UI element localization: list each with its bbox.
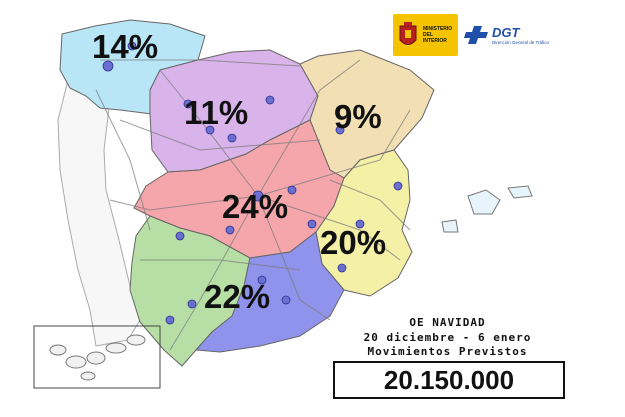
dgt-name: DGT bbox=[492, 25, 520, 40]
dgt-subtitle: Dirección General de Tráfico bbox=[492, 40, 550, 45]
percent-north-center: 11% bbox=[184, 94, 248, 131]
caption-movements-label: Movimientos Previstos bbox=[367, 345, 528, 358]
percent-east: 20% bbox=[320, 224, 386, 261]
dgt-logo: DGT Dirección General de Tráfico bbox=[464, 14, 552, 56]
total-movements-value: 20.150.000 bbox=[383, 364, 515, 395]
percent-northeast: 9% bbox=[334, 98, 382, 135]
total-movements-box: 20.150.000 bbox=[333, 361, 565, 399]
caption-operation-name: OE NAVIDAD bbox=[409, 316, 486, 329]
canary-islands bbox=[49, 334, 146, 381]
region-southeast bbox=[194, 231, 345, 353]
ministerio-label: MINISTERIO DEL INTERIOR bbox=[423, 26, 453, 44]
ministerio-interior-logo: MINISTERIO DEL INTERIOR bbox=[393, 14, 458, 56]
caption-dates: 20 diciembre - 6 enero bbox=[363, 331, 532, 344]
city-markers bbox=[102, 41, 403, 325]
canary-inset-frame bbox=[33, 325, 161, 389]
balearic-islands bbox=[441, 185, 533, 233]
percent-southwest: 22% bbox=[204, 278, 270, 315]
percent-northwest: 14% bbox=[92, 28, 158, 65]
dgt-cross-icon bbox=[464, 24, 490, 46]
portugal-outline bbox=[57, 69, 141, 347]
coat-of-arms-icon bbox=[397, 20, 419, 50]
percent-center: 24% bbox=[222, 188, 288, 225]
road-network bbox=[95, 59, 411, 351]
